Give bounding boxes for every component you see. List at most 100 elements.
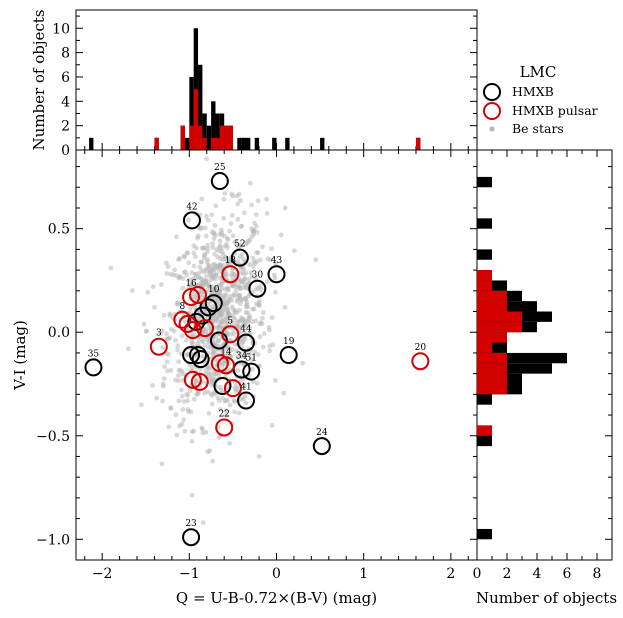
be-star-point	[254, 258, 260, 264]
be-star-point	[224, 241, 230, 247]
be-star-point	[239, 354, 245, 359]
be-star-point	[191, 263, 197, 269]
top-hist-bar-total	[184, 137, 190, 150]
be-star-point	[189, 341, 195, 347]
be-star-point	[235, 201, 241, 207]
be-star-point	[221, 300, 227, 306]
be-star-point	[243, 304, 249, 310]
be-star-point	[243, 270, 249, 276]
hmxb-pulsar-point	[411, 352, 430, 371]
legend-be-label: Be stars	[512, 121, 564, 136]
right-hist-bar-pulsar	[477, 270, 492, 281]
hmxb-pulsar-point	[182, 288, 201, 307]
top-hist-bar-total	[245, 137, 251, 150]
be-star-point	[260, 310, 266, 315]
be-star-point	[223, 408, 229, 414]
be-star-point	[233, 388, 239, 394]
y-tick-label: 0.5	[48, 222, 70, 238]
be-star-point	[168, 368, 174, 373]
be-star-point	[237, 279, 243, 284]
hmxb-pulsar-point-label: 14	[220, 347, 232, 357]
be-star-point	[247, 262, 253, 267]
right-hist-frame	[477, 149, 613, 561]
right-hist-bar-total	[477, 394, 492, 405]
be-star-point	[210, 303, 216, 309]
hmxb-point-label: 41	[240, 383, 251, 393]
x-tick-label: 1	[359, 566, 368, 582]
be-star-point	[174, 432, 180, 438]
be-star-point	[195, 274, 201, 280]
be-star-point	[177, 423, 183, 429]
hmxb-pulsar-point-label: 3	[156, 329, 162, 339]
be-star-point	[238, 198, 243, 203]
top-hist-bar-pulsar	[211, 137, 216, 150]
hmxb-point	[182, 346, 201, 364]
be-star-point	[229, 304, 235, 310]
top-hist-bar-pulsar	[198, 125, 203, 150]
legend-be-marker	[489, 126, 495, 132]
be-star-point	[229, 213, 235, 218]
be-star-point	[180, 407, 186, 412]
be-star-point	[212, 223, 218, 228]
right-x-tick-label: 0	[473, 566, 482, 582]
be-star-point	[189, 492, 195, 498]
hmxb-pulsar-point-label: 22	[218, 409, 229, 419]
hmxb-point	[242, 362, 261, 381]
be-star-point	[281, 390, 287, 396]
be-star-point	[269, 423, 275, 428]
hmxb-point-label: 43	[271, 256, 283, 266]
be-star-point	[264, 196, 269, 202]
be-star-point	[228, 294, 233, 299]
right-hist-bar-pulsar	[477, 280, 492, 291]
be-star-point	[245, 319, 251, 324]
top-y-tick-label: 10	[52, 21, 70, 37]
be-star-point	[267, 257, 273, 263]
top-y-axis-label: Number of objects	[30, 9, 48, 150]
legend-hmxb-marker	[483, 83, 501, 101]
be-star-point	[247, 352, 253, 358]
be-star-point	[201, 255, 207, 261]
be-star-point	[167, 335, 173, 341]
be-star-point	[168, 405, 174, 410]
x-tick-label: 2	[446, 566, 455, 582]
be-star-point	[182, 254, 188, 260]
be-star-point	[205, 217, 211, 223]
hmxb-point-label: 44	[240, 325, 252, 335]
be-star-point	[203, 266, 209, 272]
be-star-point	[163, 260, 169, 266]
be-star-point	[272, 378, 278, 383]
right-hist-bar-pulsar	[477, 290, 507, 302]
be-star-point	[206, 263, 212, 269]
y-tick-label: −0.5	[36, 429, 70, 445]
right-x-tick-label: 4	[533, 566, 542, 582]
be-star-point	[209, 229, 215, 235]
be-star-point	[223, 292, 229, 298]
be-star-point	[189, 270, 195, 275]
be-star-point	[175, 347, 180, 353]
be-star-point	[313, 257, 319, 263]
top-hist-bar-total	[189, 76, 194, 150]
be-star-point	[210, 241, 216, 247]
be-star-point	[235, 259, 241, 265]
hmxb-pulsar-point	[183, 321, 202, 340]
be-star-point	[173, 377, 178, 383]
be-star-point	[241, 396, 246, 402]
be-star-point	[235, 323, 241, 328]
be-star-point	[257, 298, 262, 304]
be-star-point	[238, 243, 244, 249]
be-star-point	[221, 196, 227, 202]
top-hist-bar-total	[272, 137, 277, 150]
be-star-point	[260, 244, 265, 250]
top-y-tick-label: 2	[61, 119, 70, 135]
top-y-tick-label: 6	[61, 70, 70, 86]
be-star-point	[230, 193, 236, 199]
be-star-point	[208, 277, 214, 283]
be-star-point	[200, 520, 206, 525]
hmxb-pulsar-point	[221, 325, 240, 344]
be-star-point	[213, 334, 219, 340]
be-star-point	[219, 230, 225, 236]
be-star-point	[194, 245, 199, 251]
be-star-point	[228, 221, 234, 227]
be-star-point	[255, 198, 261, 204]
be-star-point	[247, 313, 252, 318]
